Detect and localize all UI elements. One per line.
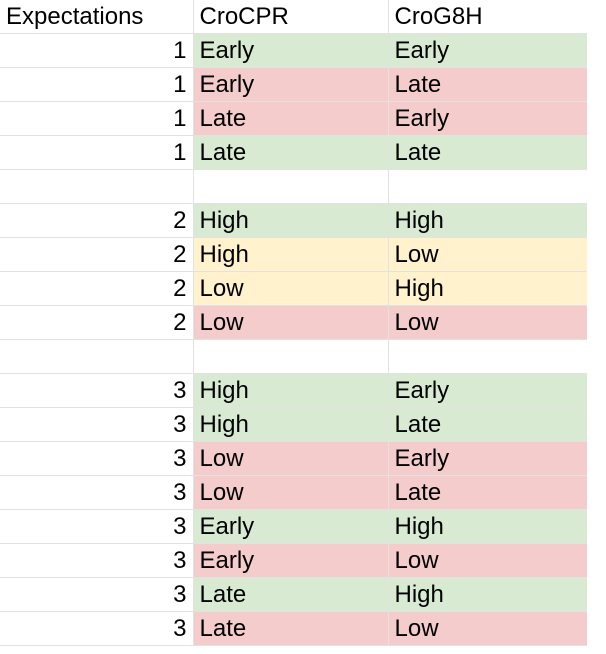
expectation-cell[interactable]	[0, 169, 194, 204]
crocpr-cell[interactable]: High	[192, 407, 389, 442]
crocpr-cell[interactable]: Low	[192, 441, 389, 476]
crocpr-cell[interactable]: Low	[192, 305, 389, 340]
table-row: 3 Late High	[0, 577, 587, 612]
crog8h-cell[interactable]: Low	[387, 543, 587, 578]
crocpr-cell[interactable]: Early	[192, 33, 389, 68]
expectation-cell[interactable]: 3	[0, 475, 194, 510]
table-row: 2 Low Low	[0, 305, 587, 340]
expectation-cell[interactable]: 2	[0, 237, 194, 272]
crog8h-cell[interactable]	[387, 339, 587, 374]
expectation-cell[interactable]: 1	[0, 135, 194, 170]
crog8h-cell[interactable]: Late	[387, 67, 587, 102]
expectation-cell[interactable]: 3	[0, 577, 194, 612]
table-row: 1 Late Early	[0, 101, 587, 136]
crocpr-cell[interactable]: Early	[192, 67, 389, 102]
expectation-cell[interactable]: 3	[0, 441, 194, 476]
crog8h-cell[interactable]	[387, 169, 587, 204]
table-row: 3 Late Low	[0, 611, 587, 646]
crocpr-cell[interactable]: High	[192, 373, 389, 408]
crocpr-cell[interactable]: High	[192, 203, 389, 238]
crocpr-cell[interactable]: Early	[192, 543, 389, 578]
expectation-cell[interactable]: 1	[0, 101, 194, 136]
crog8h-cell[interactable]: Late	[387, 407, 587, 442]
crog8h-cell[interactable]: High	[387, 509, 587, 544]
expectation-cell[interactable]: 2	[0, 305, 194, 340]
crocpr-cell[interactable]: High	[192, 237, 389, 272]
table-row: 3 High Early	[0, 373, 587, 408]
crog8h-cell[interactable]: High	[387, 577, 587, 612]
expectation-cell[interactable]: 3	[0, 509, 194, 544]
table-row: 3 Low Early	[0, 441, 587, 476]
table-row: 2 High High	[0, 203, 587, 238]
expectation-cell[interactable]: 1	[0, 67, 194, 102]
expectation-cell[interactable]: 3	[0, 373, 194, 408]
table-row: 1 Late Late	[0, 135, 587, 170]
crog8h-cell[interactable]: Early	[387, 33, 587, 68]
header-cell-expectations[interactable]: Expectations	[0, 0, 194, 34]
table-row: 3 High Late	[0, 407, 587, 442]
crocpr-cell[interactable]: Late	[192, 577, 389, 612]
crocpr-cell[interactable]	[192, 169, 389, 204]
crog8h-cell[interactable]: Early	[387, 373, 587, 408]
table-row	[0, 339, 587, 374]
expectation-cell[interactable]: 2	[0, 203, 194, 238]
crocpr-cell[interactable]: Late	[192, 611, 389, 646]
crog8h-cell[interactable]: Low	[387, 305, 587, 340]
table-row: 3 Early Low	[0, 543, 587, 578]
crog8h-cell[interactable]: Low	[387, 611, 587, 646]
crocpr-cell[interactable]: Late	[192, 135, 389, 170]
crocpr-cell[interactable]	[192, 339, 389, 374]
header-cell-crog8h[interactable]: CroG8H	[387, 0, 587, 34]
table-row: 1 Early Late	[0, 67, 587, 102]
expectation-cell[interactable]: 3	[0, 407, 194, 442]
table-body: Expectations CroCPR CroG8H 1 Early Early 1 E…	[0, 0, 587, 646]
crog8h-cell[interactable]: Early	[387, 441, 587, 476]
table-row: 2 High Low	[0, 237, 587, 272]
crog8h-cell[interactable]: High	[387, 271, 587, 306]
crog8h-cell[interactable]: Low	[387, 237, 587, 272]
crocpr-cell[interactable]: Low	[192, 475, 389, 510]
table-row	[0, 169, 587, 204]
crog8h-cell[interactable]: Late	[387, 135, 587, 170]
header-cell-crocpr[interactable]: CroCPR	[192, 0, 389, 34]
crocpr-cell[interactable]: Low	[192, 271, 389, 306]
header-row: Expectations CroCPR CroG8H	[0, 0, 587, 34]
expectation-cell[interactable]	[0, 339, 194, 374]
expectation-cell[interactable]: 3	[0, 611, 194, 646]
table-row: 3 Early High	[0, 509, 587, 544]
crog8h-cell[interactable]: High	[387, 203, 587, 238]
data-table: Expectations CroCPR CroG8H 1 Early Early 1 E…	[0, 0, 587, 646]
crog8h-cell[interactable]: Early	[387, 101, 587, 136]
crocpr-cell[interactable]: Late	[192, 101, 389, 136]
table-row: 2 Low High	[0, 271, 587, 306]
crocpr-cell[interactable]: Early	[192, 509, 389, 544]
table-row: 1 Early Early	[0, 33, 587, 68]
expectation-cell[interactable]: 3	[0, 543, 194, 578]
table-row: 3 Low Late	[0, 475, 587, 510]
expectation-cell[interactable]: 2	[0, 271, 194, 306]
crog8h-cell[interactable]: Late	[387, 475, 587, 510]
expectation-cell[interactable]: 1	[0, 33, 194, 68]
